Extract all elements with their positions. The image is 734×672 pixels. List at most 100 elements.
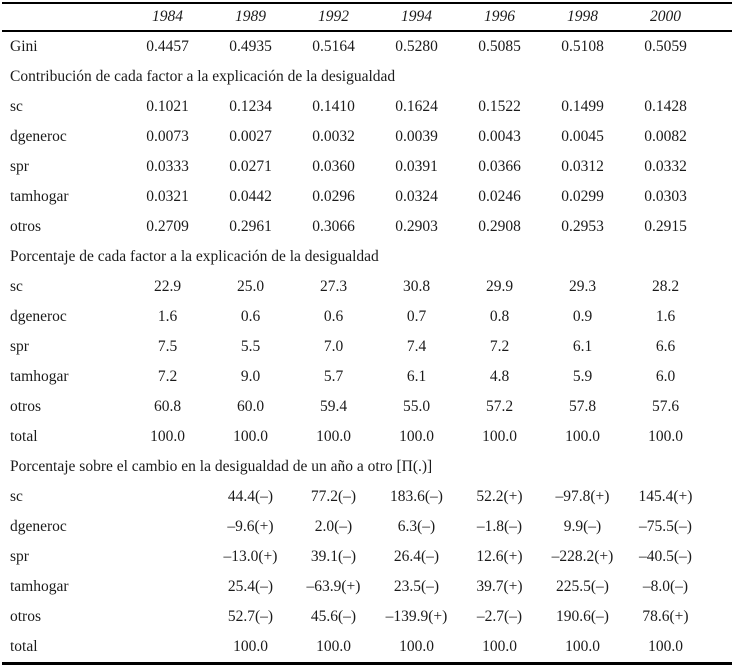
table-cell: 0.0045: [561, 128, 604, 145]
table-cell: 59.4: [319, 398, 348, 415]
table-cell: 77.2(–): [310, 488, 357, 505]
table-cell: 0.1234: [229, 98, 272, 115]
table-cell: 44.4(–): [227, 488, 274, 505]
table-cell: 29.9: [485, 278, 514, 295]
table-cell: 39.7(+): [476, 578, 523, 595]
table-cell: 22.9: [153, 278, 182, 295]
table-cell: –228.2(+): [551, 548, 614, 565]
row-label: dgeneroc: [10, 518, 67, 535]
spacer-cell: [707, 272, 732, 302]
table-cell: 0.0332: [644, 158, 687, 175]
spacer-cell: [707, 422, 732, 452]
table-cell: 57.6: [651, 398, 680, 415]
table-cell: 57.2: [485, 398, 514, 415]
table-cell: 0.4935: [229, 38, 272, 55]
row-label: sc: [10, 488, 23, 505]
table-cell: 0.1624: [395, 98, 438, 115]
spacer-cell: [707, 92, 732, 122]
table-cell: –75.5(–): [639, 518, 692, 535]
spacer-cell: [707, 212, 732, 242]
section-heading: Contribución de cada factor a la explica…: [10, 68, 396, 85]
table-cell: 0.0303: [644, 188, 687, 205]
table-cell: 225.5(–): [556, 578, 609, 595]
section-heading: Porcentaje sobre el cambio en la desigua…: [10, 458, 433, 475]
spacer-cell: [707, 362, 732, 392]
row-label: sc: [10, 278, 23, 295]
table-row: otros 52.7(–) 45.6(–) –139.9(+) –2.7(–) 190.6…: [2, 602, 732, 632]
table-cell: 0.3066: [312, 218, 355, 235]
row-label: spr: [10, 338, 29, 355]
row-label: total: [10, 638, 38, 655]
spacer-cell: [707, 512, 732, 542]
table-row: dgeneroc –9.6(+) 2.0(–) 6.3(–) –1.8(–) 9.9(–)…: [2, 512, 732, 542]
table-row: Gini 0.4457 0.4935 0.5164 0.5280 0.5085 0.5108…: [2, 31, 732, 62]
table-cell: 45.6(–): [310, 608, 357, 625]
table-cell: 0.0321: [146, 188, 189, 205]
table-cell: 0.1522: [478, 98, 521, 115]
table-cell: 0.0333: [146, 158, 189, 175]
table-cell: 1.6: [157, 308, 178, 325]
table-cell: 9.0: [240, 368, 261, 385]
year-header: 1984: [152, 8, 183, 25]
table-cell: 100.0: [565, 638, 600, 655]
table-cell: 100.0: [233, 428, 268, 445]
table-row: spr –13.0(+) 39.1(–) 26.4(–) 12.6(+) –228.2(+…: [2, 542, 732, 572]
table-cell: 100.0: [316, 638, 351, 655]
table-cell: 5.7: [323, 368, 344, 385]
table-cell: 25.4(–): [227, 578, 274, 595]
table-cell: 52.2(+): [476, 488, 523, 505]
table-cell: 55.0: [402, 398, 431, 415]
table-cell: 0.0360: [312, 158, 355, 175]
table-cell: [126, 602, 209, 632]
table-row: sc 0.1021 0.1234 0.1410 0.1624 0.1522 0.1499 0.…: [2, 92, 732, 122]
results-table-body: Gini 0.4457 0.4935 0.5164 0.5280 0.5085 0.5108…: [2, 31, 732, 664]
table-cell: –2.7(–): [476, 608, 523, 625]
row-label: sc: [10, 98, 23, 115]
table-cell: 5.5: [240, 338, 261, 355]
table-cell: 0.0043: [478, 128, 521, 145]
row-label: otros: [10, 398, 41, 415]
table-cell: 100.0: [482, 638, 517, 655]
year-header: 1992: [318, 8, 349, 25]
table-cell: 0.0027: [229, 128, 272, 145]
row-label: dgeneroc: [10, 128, 67, 145]
table-cell: 7.5: [157, 338, 178, 355]
table-cell: 2.0(–): [314, 518, 353, 535]
table-cell: 100.0: [399, 428, 434, 445]
table-cell: 0.0032: [312, 128, 355, 145]
table-cell: 7.2: [157, 368, 178, 385]
table-cell: 39.1(–): [310, 548, 357, 565]
table-cell: 25.0: [236, 278, 265, 295]
table-cell: 27.3: [319, 278, 348, 295]
table-cell: 28.2: [651, 278, 680, 295]
table-cell: 190.6(–): [556, 608, 609, 625]
table-row: spr 0.0333 0.0271 0.0360 0.0391 0.0366 0.0312 0…: [2, 152, 732, 182]
row-label: otros: [10, 608, 41, 625]
table-cell: 0.0312: [561, 158, 604, 175]
year-header: 2000: [650, 8, 681, 25]
year-header: 1996: [484, 8, 515, 25]
table-cell: 0.0391: [395, 158, 438, 175]
table-cell: 0.0082: [644, 128, 687, 145]
table-cell: 0.0073: [146, 128, 189, 145]
table-cell: 100.0: [482, 428, 517, 445]
table-cell: 100.0: [150, 428, 185, 445]
table-cell: 0.5108: [561, 38, 604, 55]
table-cell: [126, 512, 209, 542]
table-row: tamhogar 25.4(–) –63.9(+) 23.5(–) 39.7(+) 225…: [2, 572, 732, 602]
table-cell: 0.7: [406, 308, 427, 325]
row-label: tamhogar: [10, 578, 69, 595]
table-cell: 7.2: [489, 338, 510, 355]
table-row: total 100.0 100.0 100.0 100.0 100.0 100.0: [2, 632, 732, 664]
table-cell: 0.1410: [312, 98, 355, 115]
table-cell: 6.1: [572, 338, 593, 355]
section-heading-row: Contribución de cada factor a la explica…: [2, 62, 732, 92]
row-label: spr: [10, 158, 29, 175]
table-cell: 0.0366: [478, 158, 521, 175]
spacer-cell: [707, 542, 732, 572]
table-cell: 100.0: [233, 638, 268, 655]
section-heading: Porcentaje de cada factor a la explicaci…: [10, 248, 379, 265]
table-row: otros 0.2709 0.2961 0.3066 0.2903 0.2908 0.295…: [2, 212, 732, 242]
